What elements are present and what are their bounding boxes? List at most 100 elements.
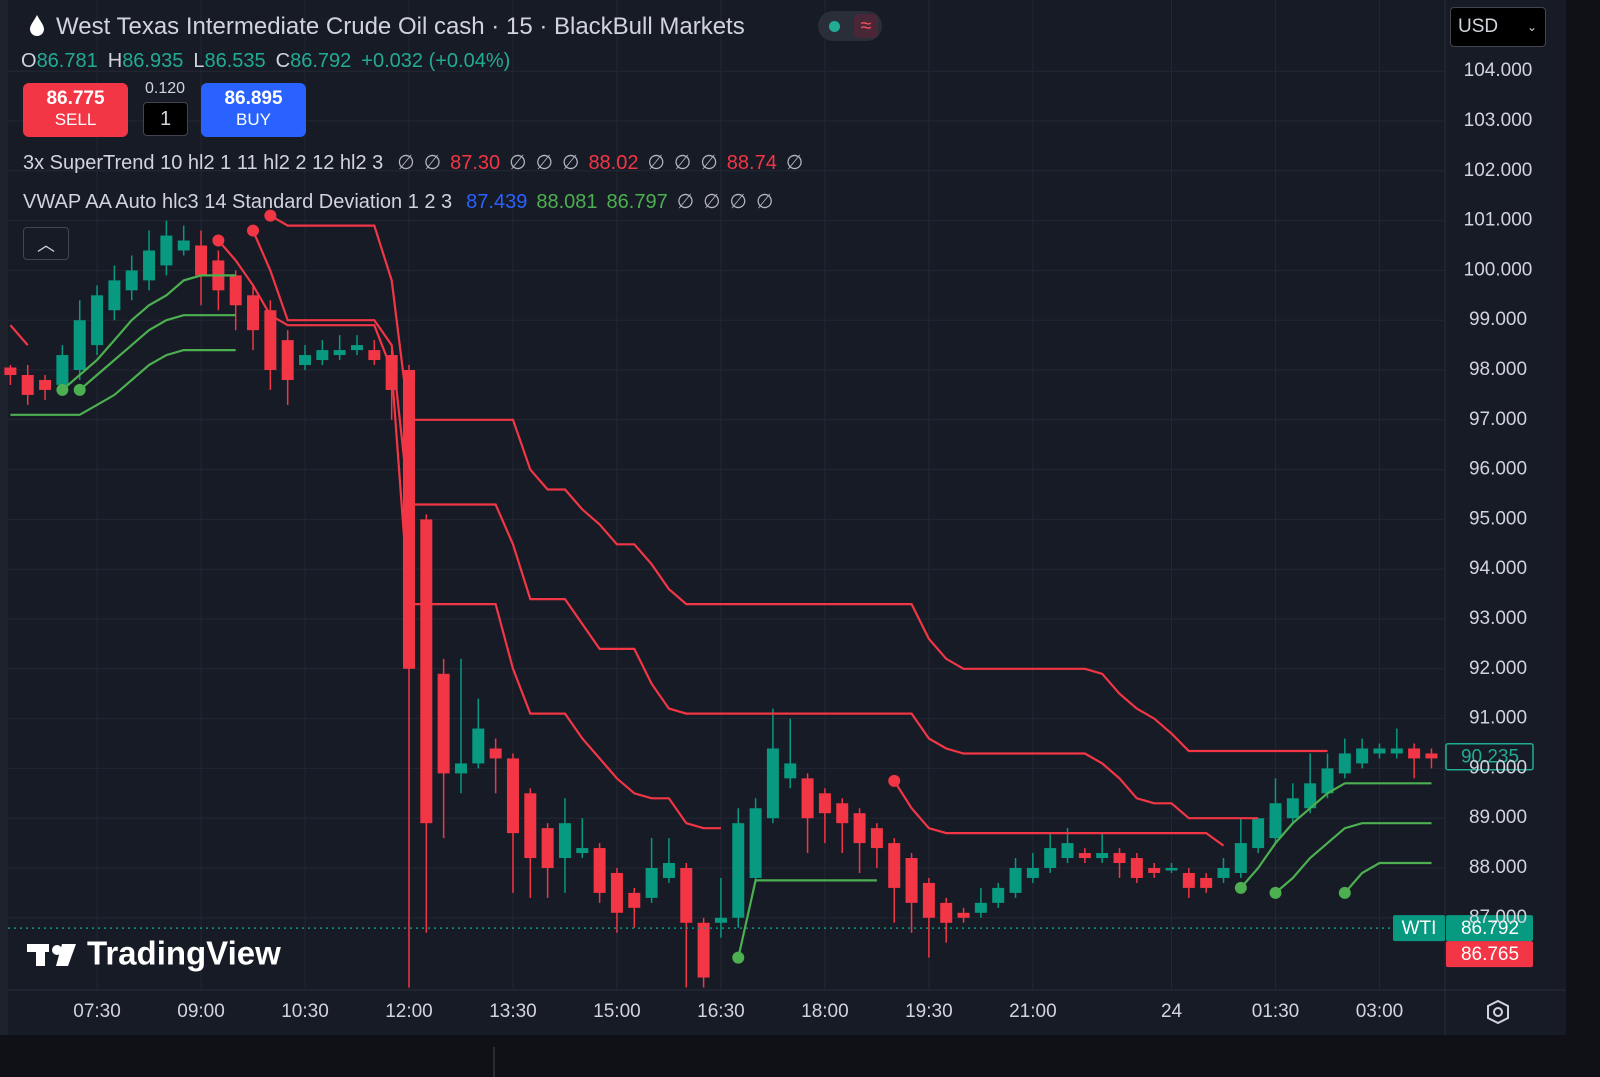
- candle-body: [281, 340, 294, 380]
- spread: 0.120: [144, 80, 186, 97]
- price-tags: 90.235 86.792 WTI 86.765: [8, 742, 1534, 968]
- candle-body: [749, 808, 762, 878]
- supertrend-line: [78, 314, 1432, 894]
- indicator-value: ∅: [397, 152, 415, 174]
- candle-body: [160, 235, 173, 266]
- candle-body: [1356, 748, 1369, 764]
- bottom-strip: [0, 1035, 1600, 1077]
- candle-body: [91, 295, 104, 346]
- price-tag-label: 90.235: [1461, 747, 1519, 768]
- buy-price[interactable]: 86.895: [224, 88, 283, 109]
- settings-icon-hex[interactable]: [1487, 999, 1509, 1025]
- right-edge: [1566, 0, 1600, 1077]
- indicator-label: 3x SuperTrend 10 hl2 1 11 hl2 2 12 hl2 3: [23, 152, 384, 174]
- market-open-dot: [829, 21, 840, 32]
- candle-body: [1425, 753, 1438, 759]
- y-tick-label: 99.000: [1469, 309, 1527, 330]
- y-tick-label: 100.000: [1464, 259, 1533, 280]
- candle-body: [662, 863, 675, 878]
- dropdown-caret[interactable]: ⌄: [1526, 20, 1537, 34]
- change: +0.032 (+0.04%): [361, 50, 511, 72]
- candle-body: [922, 882, 935, 918]
- trend-start-dot: [73, 383, 86, 396]
- indicator-value: 88.081: [536, 191, 598, 213]
- candle-body: [714, 917, 727, 923]
- y-tick-label: 91.000: [1469, 708, 1527, 729]
- ohlc-value: 86.935: [122, 50, 184, 72]
- candle-body: [697, 922, 710, 978]
- y-tick-label: 89.000: [1469, 807, 1527, 828]
- candle-body: [1078, 853, 1091, 859]
- settings-icon[interactable]: [1487, 999, 1509, 1025]
- currency[interactable]: USD: [1458, 16, 1499, 37]
- ohlc-label: O: [21, 50, 37, 72]
- candle-body: [454, 763, 467, 774]
- candle-body: [489, 748, 502, 759]
- indicator-value: 86.797: [606, 191, 668, 213]
- candle-body: [1269, 803, 1282, 839]
- collapse-button[interactable]: ︿: [23, 227, 69, 260]
- candle-body: [558, 823, 571, 859]
- candle-body: [1096, 853, 1109, 859]
- watermark-text: TradingView: [87, 935, 281, 972]
- x-tick-label: 10:30: [281, 1001, 329, 1022]
- ohlc-value: 86.781: [36, 50, 98, 72]
- candle-body: [680, 867, 693, 923]
- y-tick-label: 102.000: [1464, 160, 1533, 181]
- price-tag: [1446, 915, 1533, 942]
- buy-button[interactable]: 86.895 BUY: [201, 83, 306, 137]
- candle-body: [1200, 877, 1213, 888]
- y-tick-label: 88.000: [1469, 857, 1527, 878]
- candle-body: [766, 748, 779, 819]
- sell-button[interactable]: 86.775 SELL: [23, 83, 128, 137]
- trend-start-dot: [888, 774, 901, 787]
- candle-body: [1165, 867, 1178, 871]
- logo-part: [56, 944, 76, 966]
- sell-price[interactable]: 86.775: [46, 88, 105, 109]
- y-tick-label: 97.000: [1469, 409, 1527, 430]
- candle-body: [73, 320, 86, 371]
- indicator-value: ∅: [673, 152, 692, 174]
- candle-body: [870, 828, 883, 849]
- candle-body: [1009, 867, 1022, 893]
- candle-body: [628, 892, 641, 908]
- candle-body: [1390, 748, 1403, 754]
- candle-body: [351, 345, 363, 351]
- candle-body: [541, 828, 554, 868]
- trend-start-dot: [56, 383, 69, 396]
- x-tick-label: 18:00: [801, 1001, 849, 1022]
- indicator-value: ∅: [509, 152, 527, 174]
- candle-body: [125, 270, 138, 291]
- candle-body: [957, 912, 970, 918]
- indicator-value: ∅: [785, 152, 804, 174]
- trend-start-dot: [264, 209, 277, 222]
- plot: [4, 209, 1438, 988]
- candle-body: [437, 673, 450, 774]
- x-tick-label: 24: [1161, 1001, 1183, 1022]
- logo-part: [36, 944, 45, 966]
- y-tick-label: 101.000: [1464, 210, 1533, 231]
- supertrend-line: [251, 230, 1259, 820]
- supertrend-line: [10, 349, 1432, 894]
- status-pill[interactable]: ≈: [818, 11, 882, 41]
- candle-body: [576, 848, 589, 854]
- candle-body: [56, 355, 69, 385]
- y-tick-label: 87.000: [1469, 907, 1527, 928]
- indicator-row: 3x SuperTrend 10 hl2 1 11 hl2 2 12 hl2 3…: [23, 151, 812, 175]
- y-tick-label: 98.000: [1469, 359, 1527, 380]
- quantity[interactable]: 1: [143, 102, 188, 136]
- ohlc-label: C: [275, 50, 291, 72]
- settings-icon-center[interactable]: [1493, 1007, 1503, 1017]
- sell-label[interactable]: SELL: [54, 110, 97, 129]
- grid: [8, 0, 1445, 990]
- indicator-value: 88.02: [588, 152, 639, 174]
- price-tag-label: 86.792: [1461, 918, 1519, 939]
- indicator-value: ∅: [562, 152, 580, 174]
- candle-body: [1321, 768, 1334, 794]
- buy-label[interactable]: BUY: [236, 110, 271, 129]
- x-tick-label: 09:00: [177, 1001, 225, 1022]
- currency-select[interactable]: USD ⌄: [1450, 7, 1546, 47]
- logo-part: [52, 945, 62, 955]
- candle-body: [645, 867, 658, 898]
